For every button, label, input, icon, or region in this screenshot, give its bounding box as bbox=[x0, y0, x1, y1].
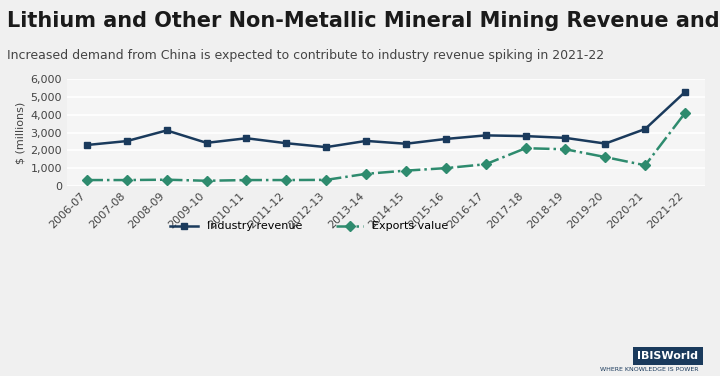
Text: WHERE KNOWLEDGE IS POWER: WHERE KNOWLEDGE IS POWER bbox=[600, 367, 698, 372]
Text: Increased demand from China is expected to contribute to industry revenue spikin: Increased demand from China is expected … bbox=[7, 49, 604, 62]
Text: Lithium and Other Non-Metallic Mineral Mining Revenue and Exports: Lithium and Other Non-Metallic Mineral M… bbox=[7, 11, 720, 31]
Text: IBISWorld: IBISWorld bbox=[637, 351, 698, 361]
Legend: Industry revenue, Exports value: Industry revenue, Exports value bbox=[166, 217, 453, 236]
Y-axis label: $ (millions): $ (millions) bbox=[15, 102, 25, 164]
